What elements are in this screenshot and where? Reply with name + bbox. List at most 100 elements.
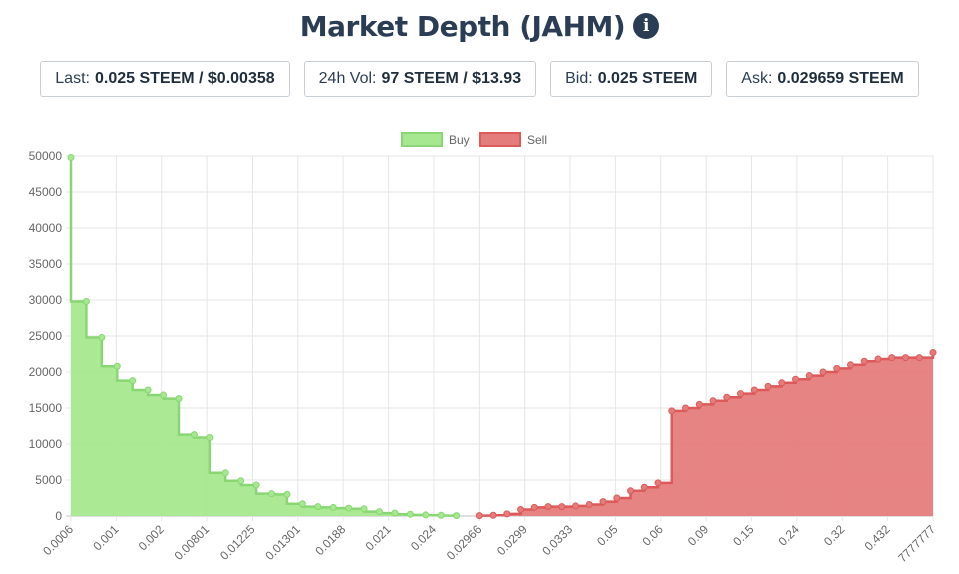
- legend-swatch-buy: [401, 132, 443, 147]
- buy-point: [160, 391, 168, 399]
- depth-chart: 0 5000 10000 15000 20000 25000 30000 35000 40000…: [29, 132, 938, 565]
- sell-point: [585, 500, 593, 508]
- y-tick-label: 30000: [29, 293, 63, 307]
- sell-point: [778, 379, 786, 387]
- x-tick-label: 0.0299: [494, 522, 530, 558]
- buy-point: [376, 508, 384, 516]
- buy-point: [314, 503, 322, 511]
- x-tick-label: 0.24: [776, 522, 803, 549]
- x-tick-label: 0.01301: [262, 522, 303, 563]
- buy-point: [190, 431, 198, 439]
- stat-ask-value: 0.029659 STEEM: [777, 70, 904, 87]
- sell-point: [723, 393, 731, 401]
- sell-point: [558, 503, 566, 511]
- sell-point: [627, 487, 635, 495]
- buy-point: [206, 434, 214, 442]
- buy-point: [268, 490, 276, 498]
- x-tick-label: 0.32: [821, 522, 848, 549]
- legend-label-sell: Sell: [527, 133, 547, 147]
- x-tick-label: 7777777: [895, 522, 938, 565]
- x-tick-label: 0.15: [730, 522, 757, 549]
- y-tick-label: 5000: [35, 473, 62, 487]
- info-circle-icon[interactable]: i: [633, 13, 660, 39]
- sell-point: [475, 512, 483, 520]
- x-tick-label: 0.021: [363, 522, 394, 553]
- sell-point: [888, 354, 896, 362]
- buy-point: [345, 504, 353, 512]
- stats-bar: Last: 0.025 STEEM / $0.00358 24h Vol: 97…: [0, 61, 959, 97]
- y-tick-label: 50000: [29, 149, 63, 163]
- sell-point: [599, 498, 607, 506]
- stat-last-label: Last:: [55, 70, 90, 87]
- sell-point: [613, 494, 621, 502]
- stat-volume-label: 24h Vol:: [318, 70, 377, 87]
- x-tick-label: 0.001: [90, 522, 121, 553]
- x-tick-label: 0.0333: [539, 522, 575, 558]
- legend-swatch-sell: [479, 132, 521, 147]
- x-tick-label: 0.0188: [312, 522, 348, 558]
- buy-point: [175, 395, 183, 403]
- sell-point: [503, 510, 511, 518]
- sell-point: [902, 354, 910, 362]
- sell-point: [654, 479, 662, 487]
- sell-point: [750, 386, 758, 394]
- y-tick-label: 0: [55, 509, 62, 523]
- buy-point: [144, 386, 152, 394]
- buy-point: [113, 362, 121, 370]
- title-row: Market Depth (JAHM) i: [0, 6, 959, 46]
- sell-point: [572, 502, 580, 510]
- x-tick-label: 0.05: [594, 522, 621, 549]
- sell-point: [709, 397, 717, 405]
- buy-point: [221, 469, 229, 477]
- y-tick-label: 45000: [29, 185, 63, 199]
- y-tick-label: 15000: [29, 401, 63, 415]
- sell-point: [833, 364, 841, 372]
- buy-point: [360, 505, 368, 513]
- sell-point: [819, 368, 827, 376]
- buy-point: [129, 377, 137, 385]
- y-tick-label: 40000: [29, 221, 63, 235]
- x-tick-label: 0.02966: [444, 522, 485, 563]
- y-tick-label: 35000: [29, 257, 63, 271]
- stat-volume-value: 97 STEEM / $13.93: [381, 70, 522, 87]
- x-tick-label: 0.06: [639, 522, 666, 549]
- buy-point: [98, 333, 106, 341]
- sell-point: [737, 390, 745, 398]
- stat-bid-label: Bid:: [565, 70, 593, 87]
- buy-point: [67, 153, 75, 161]
- x-tick-label: 0.09: [685, 522, 712, 549]
- buy-point: [283, 490, 291, 498]
- buy-point: [82, 297, 90, 305]
- buy-point: [252, 481, 260, 489]
- y-tick-label: 25000: [29, 329, 63, 343]
- page-title: Market Depth (JAHM): [299, 9, 626, 43]
- sell-point: [517, 506, 525, 514]
- buy-area: [71, 157, 457, 516]
- x-tick-label: 0.002: [136, 522, 167, 553]
- sell-point: [792, 375, 800, 383]
- stat-last-value: 0.025 STEEM / $0.00358: [94, 70, 275, 87]
- stat-last: Last: 0.025 STEEM / $0.00358: [40, 61, 290, 97]
- sell-point: [682, 404, 690, 412]
- sell-point: [860, 357, 868, 365]
- legend-label-buy: Buy: [449, 133, 470, 147]
- buy-point: [422, 511, 430, 519]
- buy-point: [391, 509, 399, 517]
- stat-ask: Ask: 0.029659 STEEM: [726, 61, 919, 97]
- x-tick-label: 0.00801: [172, 522, 213, 563]
- stat-volume: 24h Vol: 97 STEEM / $13.93: [303, 61, 537, 97]
- sell-point: [915, 354, 923, 362]
- buy-point: [237, 477, 245, 485]
- sell-point: [695, 400, 703, 408]
- sell-point: [764, 382, 772, 390]
- sell-point: [929, 349, 937, 357]
- stat-bid: Bid: 0.025 STEEM: [550, 61, 713, 97]
- sell-area: [479, 352, 933, 516]
- buy-point: [406, 510, 414, 518]
- sell-point: [847, 361, 855, 369]
- sell-point: [544, 503, 552, 511]
- chart-legend: Buy Sell: [401, 132, 547, 147]
- sell-point: [668, 407, 676, 415]
- x-tick-label: 0.432: [862, 522, 893, 553]
- sell-point: [805, 372, 813, 380]
